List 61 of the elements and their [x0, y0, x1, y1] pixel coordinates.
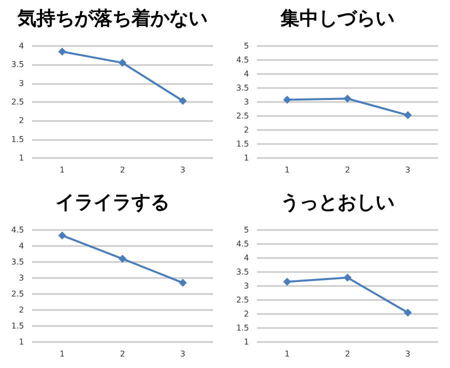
y-tick-label: 1	[244, 338, 249, 346]
y-tick-label: 2.5	[236, 296, 249, 304]
y-tick-label: 1.5	[11, 134, 24, 144]
y-tick-label: 1.5	[236, 324, 249, 332]
chart-title: 集中しづらい	[280, 8, 394, 30]
point	[58, 48, 66, 56]
y-tick-label: 3	[244, 282, 249, 290]
x-tick-label: 2	[120, 350, 126, 358]
y-tick-label: 3	[18, 274, 24, 282]
y-tick-label: 5	[244, 226, 249, 234]
y-tick-label: 4	[18, 242, 24, 250]
y-tick-label: 4.5	[11, 226, 24, 234]
y-tick-label: 3	[244, 98, 249, 106]
y-tick-label: 3.5	[11, 258, 24, 266]
chart-title: うっとおしい	[280, 192, 394, 214]
point	[283, 96, 292, 104]
y-tick-label: 3.5	[236, 268, 249, 276]
point	[344, 94, 352, 103]
x-tick-label: 1	[60, 166, 65, 174]
point	[118, 254, 126, 263]
y-tick-label: 3.5	[236, 84, 249, 92]
y-tick-label: 1	[18, 154, 24, 162]
y-tick-label: 4	[244, 70, 249, 78]
x-tick-label: 3	[405, 350, 410, 358]
y-tick-label: 3.5	[11, 60, 24, 70]
chart-title: 気持ちが落ち着かない	[16, 8, 208, 30]
y-tick-label: 2	[244, 310, 249, 318]
y-tick-label: 1	[244, 154, 249, 162]
point	[178, 96, 187, 105]
y-tick-label: 3	[18, 78, 24, 88]
point	[404, 308, 412, 317]
x-tick-label: 1	[284, 350, 290, 358]
x-tick-label: 2	[344, 166, 350, 174]
point	[344, 274, 352, 282]
y-tick-label: 1.5	[236, 140, 249, 148]
point	[178, 278, 187, 287]
x-tick-label: 3	[405, 166, 410, 174]
x-tick-label: 2	[344, 350, 350, 358]
x-tick-label: 1	[60, 350, 65, 358]
point	[118, 58, 126, 67]
point	[404, 111, 412, 120]
y-tick-label: 2	[244, 126, 249, 134]
y-tick-label: 2.5	[11, 98, 24, 106]
x-tick-label: 3	[180, 350, 186, 358]
y-tick-label: 5	[244, 42, 249, 50]
y-tick-label: 1	[18, 338, 24, 346]
y-tick-label: 2.5	[236, 112, 249, 120]
point	[58, 231, 66, 240]
y-tick-label: 2	[18, 306, 24, 314]
x-tick-label: 3	[180, 166, 186, 174]
x-tick-label: 2	[120, 166, 126, 174]
y-tick-label: 4.5	[236, 240, 249, 248]
y-tick-label: 2.5	[11, 290, 24, 298]
x-tick-label: 1	[284, 166, 290, 174]
y-tick-label: 1.5	[11, 322, 24, 330]
y-tick-label: 4	[18, 42, 24, 50]
point	[283, 278, 292, 286]
y-tick-label: 2	[18, 116, 24, 126]
y-tick-label: 4	[244, 254, 249, 262]
chart-title: イライラする	[56, 192, 170, 214]
y-tick-label: 4.5	[236, 56, 249, 64]
